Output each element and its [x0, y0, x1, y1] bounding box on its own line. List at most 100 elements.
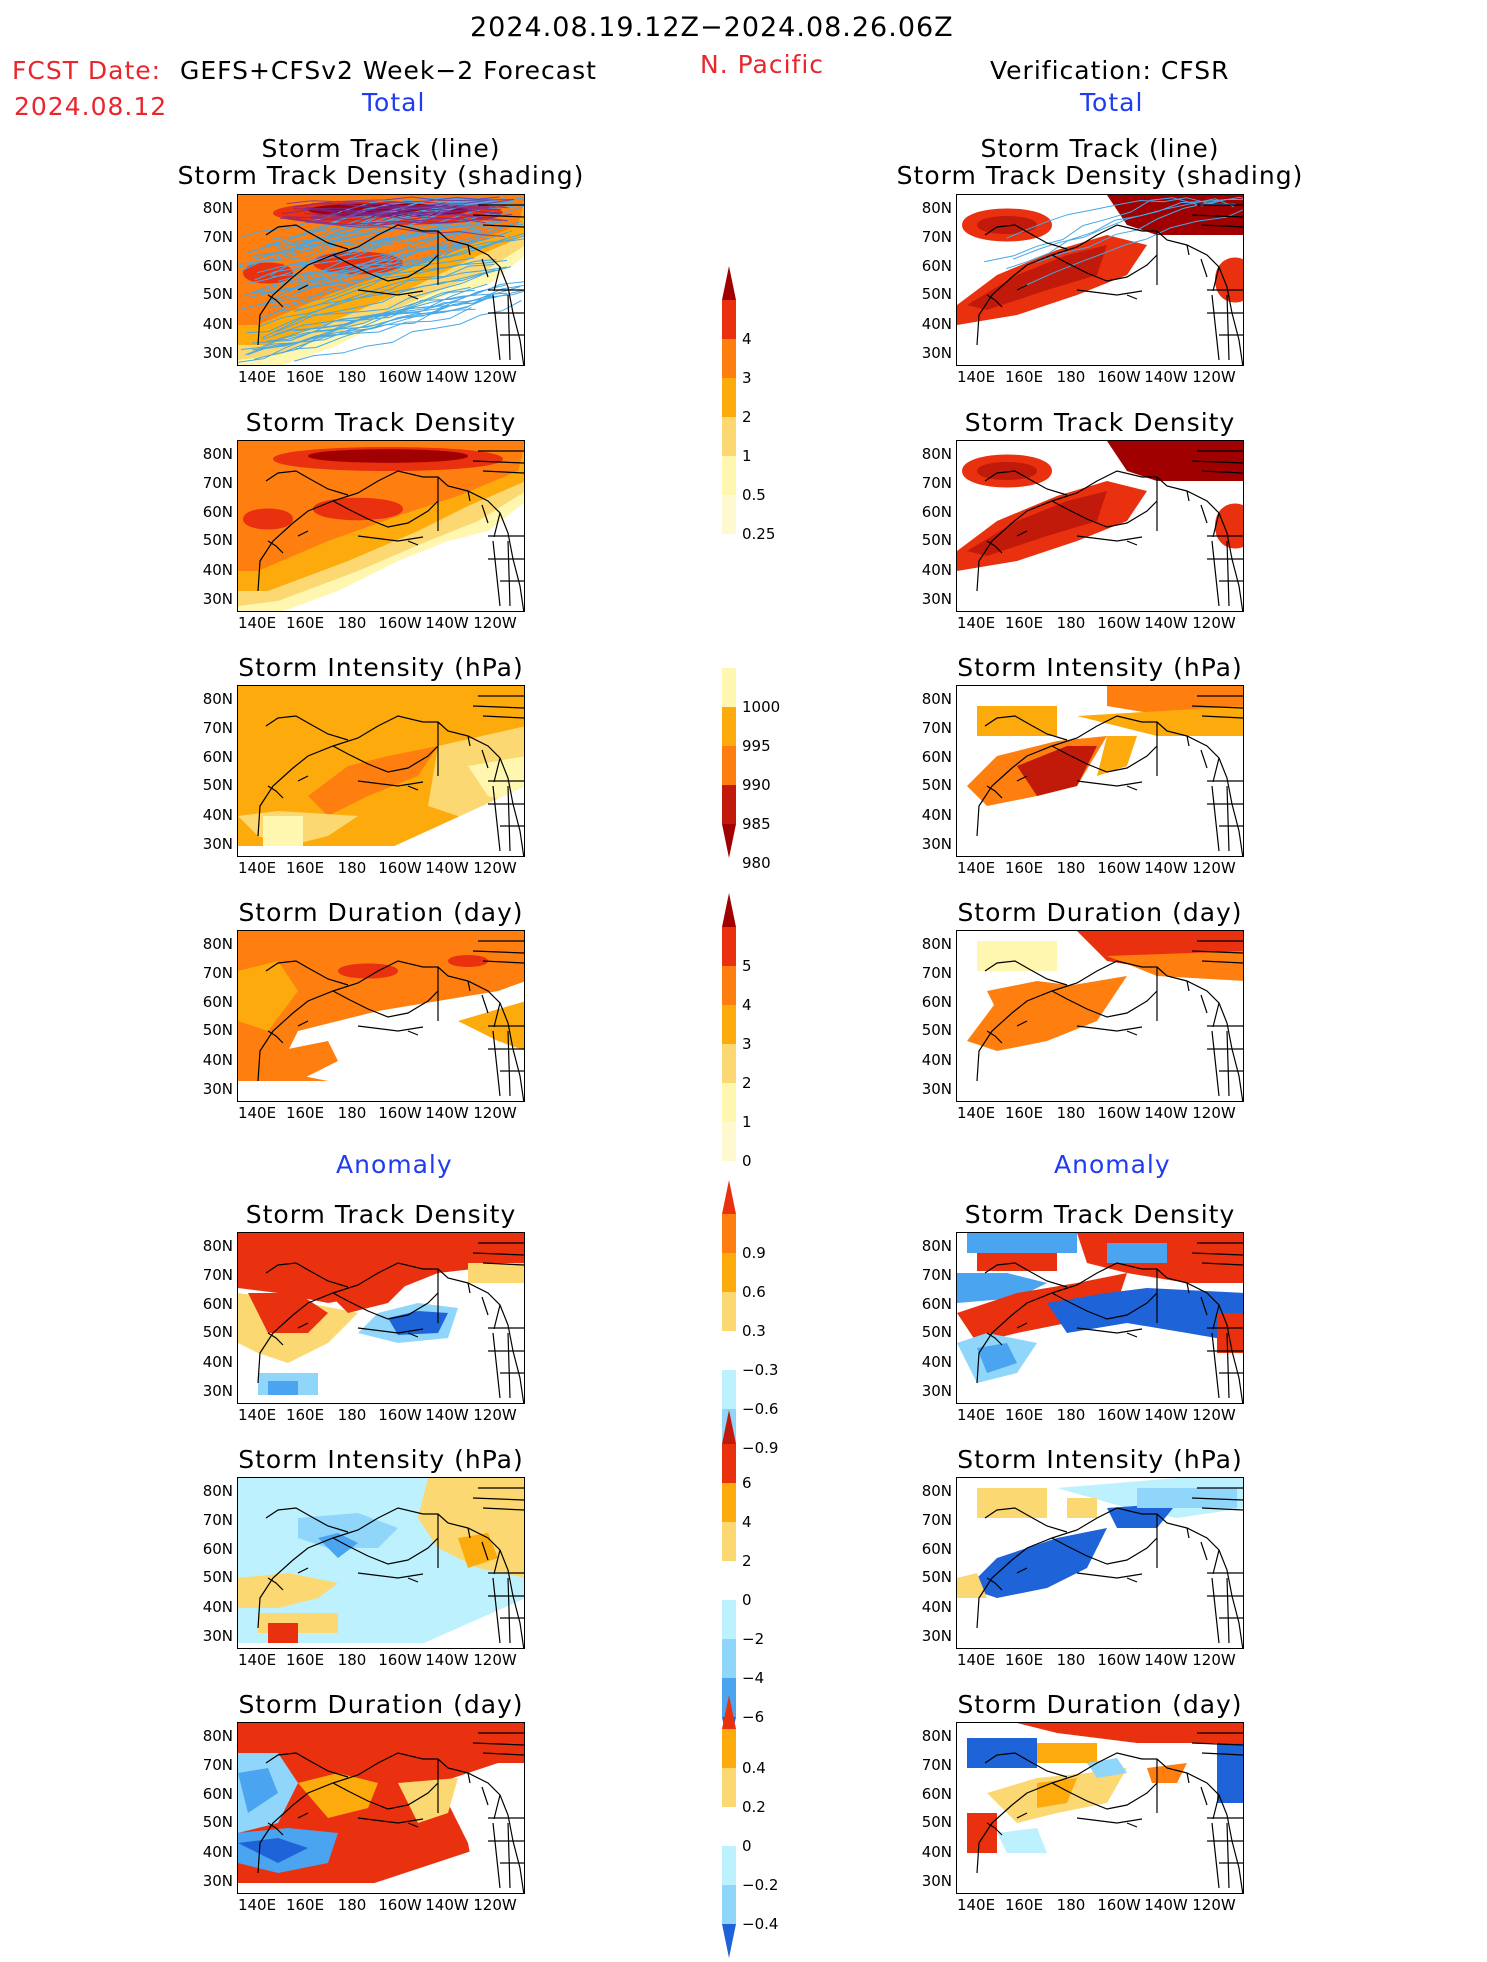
lat-label: 30N	[202, 835, 233, 853]
lat-label: 50N	[202, 285, 233, 303]
lat-label: 40N	[921, 1353, 952, 1371]
lat-label: 80N	[202, 935, 233, 953]
forecast-panel-3-map	[237, 685, 525, 857]
coastline	[976, 1487, 1243, 1648]
forecast-panel-3-title-1: Storm Intensity (hPa)	[238, 653, 524, 682]
forecast-panel-6-title-1: Storm Intensity (hPa)	[238, 1445, 524, 1474]
forecast-panel-2-map	[237, 440, 525, 612]
lat-label: 30N	[921, 1382, 952, 1400]
lat-label: 50N	[202, 1323, 233, 1341]
lat-label: 50N	[202, 1568, 233, 1586]
coastline	[976, 695, 1243, 856]
colorbar-segment	[722, 1044, 736, 1083]
coastline	[257, 1242, 524, 1403]
lon-label: 140W	[425, 1651, 469, 1669]
colorbar-duration-anom-label: 0.4	[742, 1759, 766, 1777]
lon-label: 180	[337, 368, 367, 386]
lon-label: 120W	[473, 1406, 517, 1424]
verification-panel-5-title-1: Storm Track Density	[964, 1200, 1236, 1229]
verification-panel-1-title-1: Storm Track (line)	[980, 134, 1220, 163]
colorbar-intensity-total-label: 990	[742, 776, 771, 794]
lat-label: 80N	[202, 1237, 233, 1255]
lat-label: 30N	[921, 344, 952, 362]
colorbar-top-arrow	[722, 1180, 736, 1214]
lat-label: 50N	[921, 531, 952, 549]
colorbar-duration-total-label: 5	[742, 957, 752, 975]
lon-label: 160W	[378, 1406, 422, 1424]
lon-label: 140E	[237, 1406, 277, 1424]
lon-label: 140W	[425, 1104, 469, 1122]
lon-label: 140E	[237, 859, 277, 877]
colorbar-intensity-total-label: 980	[742, 854, 771, 872]
lat-label: 70N	[202, 1266, 233, 1284]
lat-label: 40N	[921, 1051, 952, 1069]
lat-label: 60N	[921, 257, 952, 275]
lat-label: 50N	[921, 285, 952, 303]
lat-label: 40N	[202, 1353, 233, 1371]
lat-label: 60N	[921, 1295, 952, 1313]
lat-label: 50N	[202, 531, 233, 549]
lon-label: 140E	[237, 1104, 277, 1122]
lon-label: 180	[1056, 614, 1086, 632]
lat-label: 70N	[202, 719, 233, 737]
verification-panel-3-title-1: Storm Intensity (hPa)	[957, 653, 1243, 682]
lon-label: 180	[1056, 1651, 1086, 1669]
lon-label: 140W	[425, 859, 469, 877]
lat-label: 40N	[202, 315, 233, 333]
colorbar-duration-anom-label: −0.2	[742, 1876, 779, 1894]
lat-label: 30N	[921, 1627, 952, 1645]
lon-label: 120W	[1192, 614, 1236, 632]
forecast-panel-5-title-1: Storm Track Density	[245, 1200, 517, 1229]
lon-label: 140E	[237, 1896, 277, 1914]
verification-panel-2-title-1: Storm Track Density	[964, 408, 1236, 437]
colorbar-segment	[722, 417, 736, 456]
colorbar-intensity-anom-label: 4	[742, 1513, 752, 1531]
lat-label: 60N	[921, 503, 952, 521]
colorbar-intensity-total-label: 1000	[742, 698, 781, 716]
lon-label: 140W	[1144, 368, 1188, 386]
lon-label: 140E	[237, 368, 277, 386]
lat-label: 60N	[202, 257, 233, 275]
lon-label: 160W	[378, 368, 422, 386]
lat-label: 40N	[921, 315, 952, 333]
colorbar-segment	[722, 1885, 736, 1924]
colorbar-duration-total-label: 3	[742, 1035, 752, 1053]
verification-panel-3-map	[956, 685, 1244, 857]
colorbar-duration-total-label: 4	[742, 996, 752, 1014]
lat-label: 60N	[921, 1785, 952, 1803]
lat-label: 80N	[202, 1482, 233, 1500]
lon-label: 160W	[1097, 859, 1141, 877]
verification-panel-5-map	[956, 1232, 1244, 1404]
lon-label: 160E	[1004, 859, 1044, 877]
verification-panel-6-map	[956, 1477, 1244, 1649]
colorbar-bottom-arrow	[722, 1924, 736, 1958]
lat-label: 70N	[202, 228, 233, 246]
colorbar-density-total-label: 3	[742, 369, 752, 387]
verification-panel-1-map	[956, 194, 1244, 366]
lat-label: 80N	[921, 935, 952, 953]
colorbar-density-total-label: 2	[742, 408, 752, 426]
colorbar-segment	[722, 707, 736, 746]
lat-label: 40N	[202, 806, 233, 824]
lon-label: 180	[1056, 1104, 1086, 1122]
lon-label: 180	[337, 614, 367, 632]
coastline	[257, 204, 524, 365]
lon-label: 180	[337, 1406, 367, 1424]
lon-label: 180	[337, 859, 367, 877]
verification-panel-6-title-1: Storm Intensity (hPa)	[957, 1445, 1243, 1474]
colorbar-duration-anom-label: 0.2	[742, 1798, 766, 1816]
right-anomaly-heading: Anomaly	[1054, 1150, 1171, 1179]
lat-label: 30N	[202, 1627, 233, 1645]
lat-label: 30N	[921, 1872, 952, 1890]
lon-label: 120W	[1192, 368, 1236, 386]
colorbar-segment	[722, 1600, 736, 1639]
lon-label: 140W	[425, 1406, 469, 1424]
lat-label: 30N	[921, 1080, 952, 1098]
lat-label: 70N	[921, 1511, 952, 1529]
colorbar-segment	[722, 1122, 736, 1161]
colorbar-segment	[722, 1561, 736, 1600]
lat-label: 50N	[202, 1813, 233, 1831]
period-title: 2024.08.19.12Z−2024.08.26.06Z	[470, 12, 954, 43]
verification-panel-1-title-2: Storm Track Density (shading)	[896, 161, 1304, 190]
lon-label: 120W	[1192, 1406, 1236, 1424]
